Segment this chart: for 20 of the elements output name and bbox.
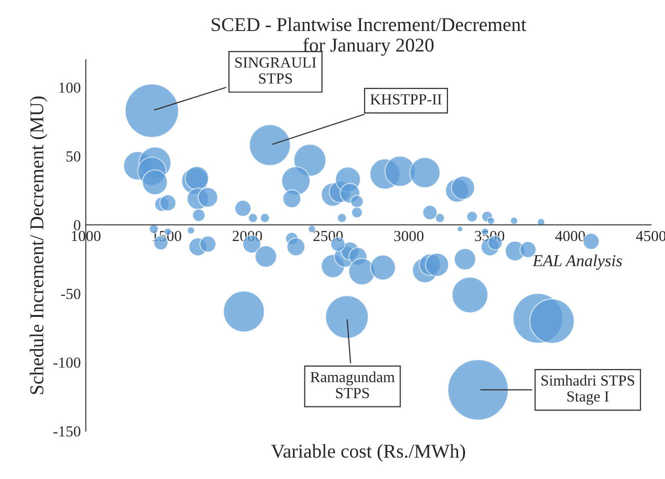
x-tick-label: 3000	[394, 230, 424, 242]
annotation: Ramagundam STPS	[310, 371, 395, 398]
x-tick-label: 2500	[313, 230, 343, 242]
annotation: SINGRAULI STPS	[235, 57, 316, 84]
y-tick-label: -150	[53, 426, 80, 437]
x-tick-label: 3500	[474, 230, 504, 242]
x-tick-label: 1500	[152, 230, 182, 242]
x-tick-label: 2000	[232, 230, 262, 242]
y-tick-label: -100	[53, 357, 80, 368]
y-tick-label: 0	[74, 220, 80, 230]
chart-title: SCED - Plantwise Increment/Decrement for January 2020	[212, 17, 526, 56]
y-tick-label: -50	[61, 288, 80, 300]
x-axis-title: Variable cost (Rs./MWh)	[271, 444, 466, 462]
y-tick-label: 100	[59, 82, 80, 93]
y-axis-title: Schedule Increment/ Decrement (MU)	[30, 96, 48, 394]
y-tick-label: 50	[66, 151, 80, 162]
x-tick-label: 4000	[555, 230, 585, 242]
annotation: KHSTPP-II	[370, 94, 442, 104]
annotation: EAL Analysis	[532, 254, 622, 270]
annotation: Simhadri STPS Stage I	[541, 374, 634, 405]
